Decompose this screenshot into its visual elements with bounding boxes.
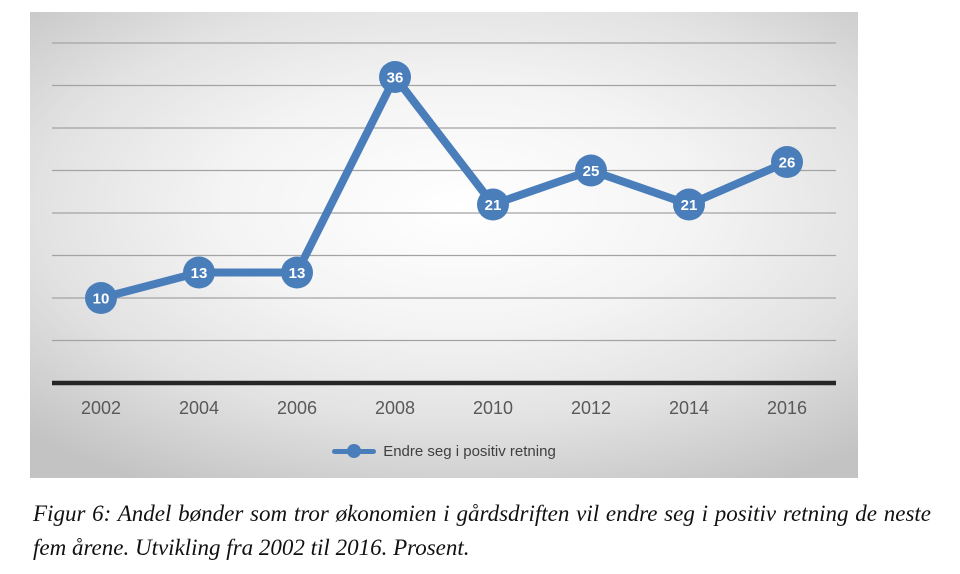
data-point-marker: [85, 282, 117, 314]
x-tick-label: 2008: [375, 398, 415, 418]
data-point-label: 21: [485, 197, 502, 214]
data-point-label: 36: [387, 70, 404, 87]
data-point-marker: [673, 188, 705, 221]
series-line: [97, 73, 791, 302]
data-point-marker: [183, 256, 215, 289]
figure-caption: Figur 6: Andel bønder som tror økonomien…: [33, 501, 931, 560]
data-point-label: 21: [681, 197, 698, 214]
legend-dot: [347, 444, 362, 458]
legend-label: Endre seg i positiv retning: [383, 442, 556, 460]
data-point-label: 26: [779, 155, 796, 172]
data-point-marker: [379, 61, 411, 93]
chart-panel: 10 13 13 36 21 25 21 26 2002 2004 2006 2008 2010 2012…: [30, 12, 858, 478]
x-tick-label: 2002: [81, 398, 121, 418]
data-point-marker: [281, 256, 313, 289]
chart-legend: Endre seg i positiv retning: [30, 440, 858, 462]
data-point-marker: [771, 146, 803, 178]
x-tick-label: 2014: [669, 398, 709, 418]
data-point-marker: [575, 154, 607, 187]
x-tick-label: 2012: [571, 398, 611, 418]
line-chart: 10 13 13 36 21 25 21 26 2002 2004 2006 2008 2010 2012…: [52, 42, 836, 418]
x-tick-label: 2016: [767, 398, 807, 418]
data-point-label: 25: [583, 163, 600, 180]
x-tick-label: 2004: [179, 398, 219, 418]
x-tick-label: 2010: [473, 398, 513, 418]
data-point-marker: [477, 188, 509, 221]
x-tick-label: 2006: [277, 398, 317, 418]
legend-line-marker-icon: [332, 444, 377, 458]
data-point-label: 13: [289, 265, 306, 282]
data-point-label: 10: [93, 291, 110, 308]
data-point-label: 13: [191, 265, 208, 282]
